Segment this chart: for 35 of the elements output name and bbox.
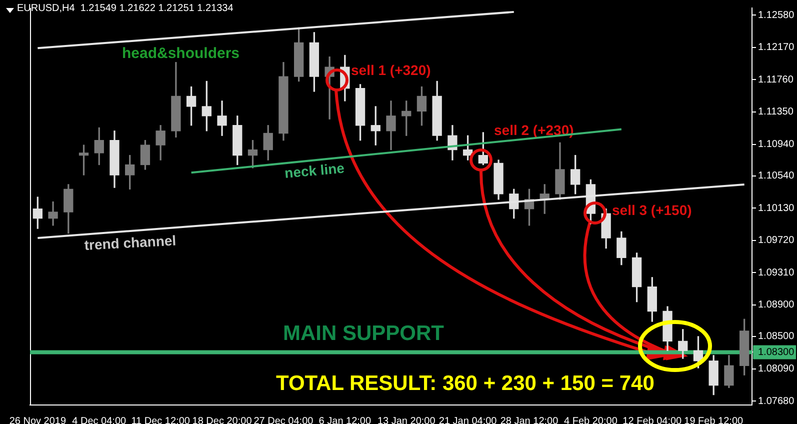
x-tick-label: 12 Feb 04:00	[622, 416, 682, 424]
x-tick-label: 19 Feb 12:00	[684, 416, 744, 424]
y-tick-label: 1.08500	[758, 331, 795, 342]
y-tick-label: 1.11350	[758, 106, 794, 118]
y-tick-label: 1.10130	[758, 202, 795, 214]
series-label: neck line	[284, 160, 346, 182]
x-tick-label: 6 Jan 12:00	[318, 416, 372, 424]
y-tick-label: 1.12580	[758, 10, 795, 21]
series-label: trend channel	[84, 232, 176, 254]
y-tick-label: 1.08300	[758, 346, 795, 358]
ref-line-label: MAIN SUPPORT	[283, 322, 444, 346]
y-tick-label: 1.09310	[758, 267, 795, 278]
x-tick-label: 18 Dec 20:00	[192, 416, 252, 424]
x-tick-label: 21 Jan 04:00	[438, 416, 498, 424]
y-tick-label: 1.12170	[758, 42, 795, 54]
y-tick-label: 1.11760	[758, 74, 794, 86]
y-tick-label: 1.08900	[758, 300, 795, 311]
x-tick-label: 11 Dec 12:00	[131, 416, 190, 424]
x-tick-label: 4 Feb 20:00	[564, 416, 618, 424]
y-tick-label: 1.10940	[758, 139, 795, 150]
annotation: head&shoulders	[122, 45, 240, 62]
x-tick-label: 4 Dec 04:00	[72, 416, 127, 424]
x-tick-label: 13 Jan 20:00	[377, 416, 436, 424]
x-tick-label: 27 Dec 04:00	[254, 416, 314, 424]
annotation: sell 1 (+320)	[351, 62, 431, 78]
y-tick-label: 1.07680	[758, 396, 795, 407]
annotation: sell 2 (+230)	[494, 122, 574, 138]
annotation: sell 3 (+150)	[612, 202, 692, 218]
y-tick-label: 1.09720	[758, 235, 795, 246]
chart-title: EURUSD,H4 1.21549 1.21622 1.21251 1.21334	[17, 3, 234, 14]
annotation: TOTAL RESULT: 360 + 230 + 150 = 740	[276, 372, 654, 396]
x-tick-label: 26 Nov 2019	[9, 416, 66, 424]
y-tick-label: 1.08090	[758, 364, 795, 375]
y-tick-label: 1.10540	[758, 170, 795, 182]
x-tick-label: 28 Jan 12:00	[500, 416, 559, 424]
